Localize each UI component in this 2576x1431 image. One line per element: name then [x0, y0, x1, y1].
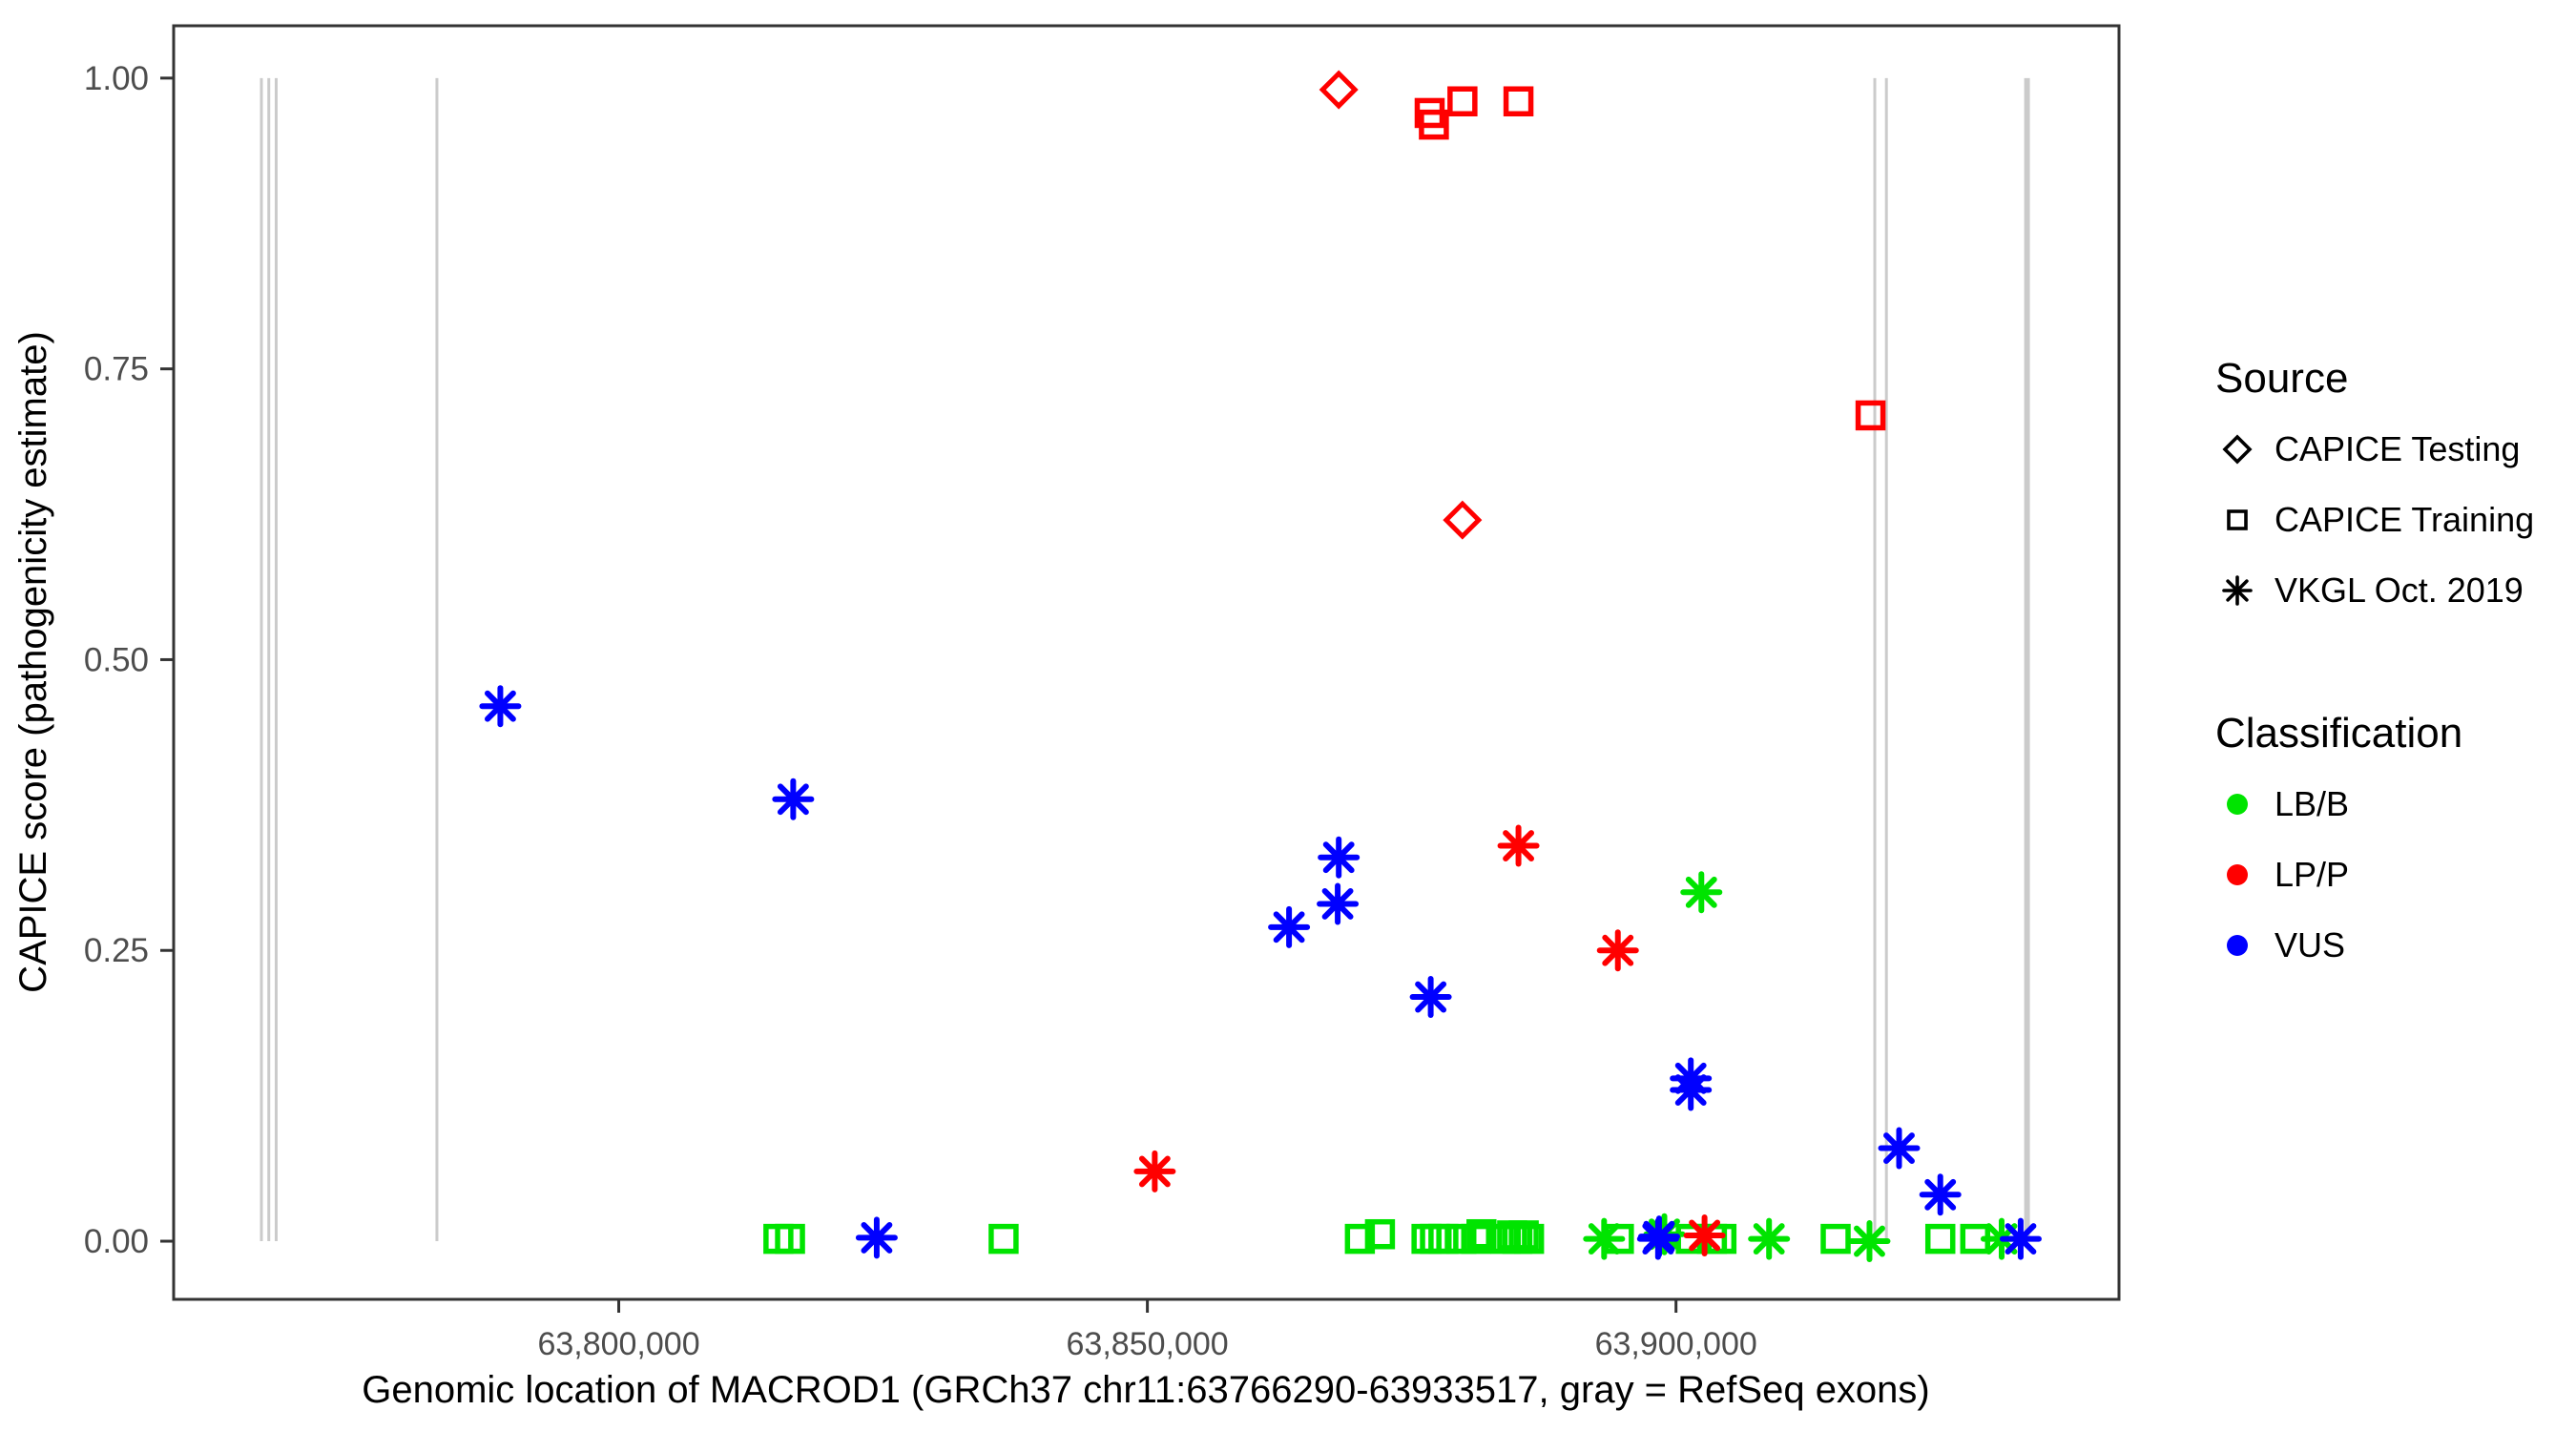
legend-item-label: CAPICE Testing	[2275, 429, 2521, 468]
x-tick-label: 63,850,000	[1067, 1326, 1229, 1362]
x-tick-label: 63,800,000	[537, 1326, 699, 1362]
dot-icon	[2227, 794, 2248, 815]
data-point	[1583, 1217, 1626, 1260]
data-point	[1317, 882, 1360, 925]
legend-item-label: VKGL Oct. 2019	[2275, 570, 2524, 610]
data-point	[1419, 109, 1449, 140]
data-point	[1683, 1213, 1726, 1256]
data-point	[1411, 1223, 1442, 1255]
data-point	[1924, 1223, 1956, 1255]
legend-item-label: LB/B	[2275, 784, 2350, 823]
plot-panel	[172, 24, 2121, 1301]
refseq-exon-lines	[260, 77, 2030, 1242]
data-point	[1364, 1218, 1396, 1250]
axis-ticks: 63,800,000 63,850,000 63,900,000 0.00 0.25 0.…	[84, 60, 1757, 1362]
panel-border	[172, 24, 2121, 1301]
legend-item-asterisk: VKGL Oct. 2019	[2215, 555, 2568, 626]
y-tick-label: 0.50	[84, 641, 149, 678]
data-point	[1409, 976, 1452, 1019]
data-point	[479, 685, 522, 728]
data-point	[1443, 500, 1483, 540]
legend-source-title: Source	[2215, 355, 2349, 402]
data-point	[1596, 929, 1639, 972]
legend-item-diamond: CAPICE Testing	[2215, 414, 2568, 485]
data-point	[1503, 86, 1534, 116]
legend-classification-title: Classification	[2215, 710, 2463, 757]
data-point	[1855, 400, 1886, 431]
data-point	[1748, 1217, 1791, 1260]
data-point	[1461, 1223, 1491, 1255]
legend-source: Source CAPICE Testing CAPICE Training VKGL…	[2215, 355, 2568, 626]
legend-item-lb-b: LB/B	[2215, 769, 2568, 840]
data-point	[1820, 1223, 1851, 1255]
y-tick-label: 0.75	[84, 351, 149, 388]
data-point	[1680, 871, 1723, 914]
data-point	[1508, 1220, 1539, 1251]
data-point	[772, 778, 815, 820]
data-point	[1420, 1223, 1450, 1255]
data-point	[1919, 1173, 1962, 1216]
data-point	[1513, 1223, 1545, 1255]
data-point	[1319, 70, 1359, 110]
legend-item-vus: VUS	[2215, 910, 2568, 981]
data-point	[1848, 1220, 1891, 1263]
x-tick-label: 63,900,000	[1595, 1326, 1757, 1362]
data-point	[1344, 1223, 1376, 1255]
legend-item-square: CAPICE Training	[2215, 485, 2568, 555]
legend-classification: Classification LB/B LP/P VUS	[2215, 710, 2568, 981]
data-point	[775, 1223, 805, 1255]
data-point	[1497, 824, 1540, 867]
data-points	[479, 70, 2042, 1263]
y-tick-label: 1.00	[84, 60, 149, 97]
diamond-icon	[2222, 434, 2253, 465]
dot-icon	[2227, 864, 2248, 885]
data-point	[1878, 1127, 1921, 1170]
data-point	[1133, 1150, 1176, 1192]
dot-icon	[2227, 935, 2248, 956]
legend-item-label: LP/P	[2275, 855, 2350, 894]
legend-item-label: CAPICE Training	[2275, 500, 2535, 539]
y-tick-label: 0.00	[84, 1223, 149, 1260]
y-tick-label: 0.25	[84, 932, 149, 969]
data-point	[1428, 1223, 1459, 1255]
data-point	[1637, 1215, 1680, 1258]
asterisk-icon	[2222, 575, 2253, 606]
data-point	[855, 1216, 898, 1259]
y-axis-label: CAPICE score (pathogenicity estimate)	[12, 331, 54, 993]
x-axis-label: Genomic location of MACROD1 (GRCh37 chr1…	[362, 1369, 1930, 1411]
data-point	[988, 1223, 1019, 1255]
data-point	[1447, 86, 1478, 116]
legend-item-lp-p: LP/P	[2215, 840, 2568, 910]
legend-item-label: VUS	[2275, 925, 2346, 964]
data-point	[1268, 905, 1311, 948]
data-point	[1670, 1068, 1713, 1111]
data-point	[1318, 836, 1361, 879]
data-point	[1999, 1217, 2042, 1260]
square-icon	[2227, 509, 2248, 530]
